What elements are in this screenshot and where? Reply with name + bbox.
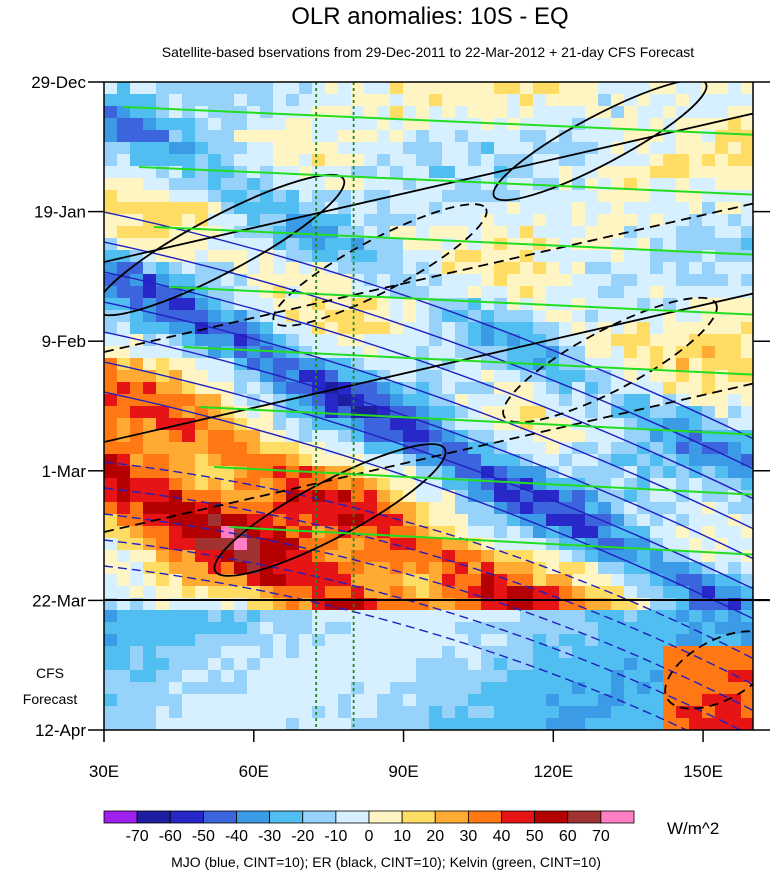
chart-subtitle: Satellite-based bservations from 29-Dec-… (162, 44, 694, 60)
colorbar-label: 50 (526, 828, 544, 845)
plot-area (103, 81, 770, 731)
reference-lines (315, 82, 355, 730)
y-tick-label: 29-Dec (31, 73, 86, 92)
colorbar-label: 70 (592, 828, 610, 845)
x-tick-label: 60E (239, 762, 269, 781)
colorbar-swatch (302, 810, 337, 824)
x-tick-label: 120E (533, 762, 573, 781)
colorbar-label: 0 (365, 828, 374, 845)
colorbar-label: -20 (291, 828, 314, 845)
colorbar-label: -40 (225, 828, 248, 845)
wave-contours (104, 82, 753, 730)
colorbar-swatch (169, 810, 204, 824)
colorbar-swatch (202, 810, 237, 824)
colorbar-label: 40 (493, 828, 511, 845)
colorbar-label: -70 (126, 828, 149, 845)
colorbar: -70 -60 -50 -40 -30 -20 -10 0 10 20 30 40 50 60 70 (103, 810, 635, 845)
colorbar-swatch (103, 810, 138, 824)
x-axis: 30E 60E 90E 120E 150E (89, 730, 723, 781)
plot-frame (103, 81, 754, 731)
colorbar-label: 10 (393, 828, 411, 845)
colorbar-swatch (335, 810, 370, 824)
x-tick-label: 30E (89, 762, 119, 781)
colorbar-label: -10 (324, 828, 347, 845)
colorbar-swatch (236, 810, 271, 824)
colorbar-swatch (534, 810, 569, 824)
colorbar-swatch (401, 810, 436, 824)
colorbar-swatch (368, 810, 403, 824)
forecast-label-line2: Forecast (23, 691, 78, 707)
colorbar-label: -30 (258, 828, 281, 845)
colorbar-swatch (434, 810, 469, 824)
y-axis: 29-Dec 19-Jan 9-Feb 1-Mar 22-Mar 12-Apr (31, 73, 770, 740)
colorbar-swatch (501, 810, 536, 824)
olr-anomaly-field (104, 82, 753, 730)
colorbar-label: -60 (159, 828, 182, 845)
colorbar-label: 60 (559, 828, 577, 845)
colorbar-swatch (136, 810, 171, 824)
colorbar-label: 20 (426, 828, 444, 845)
colorbar-label: 30 (459, 828, 477, 845)
x-tick-label: 150E (683, 762, 723, 781)
colorbar-unit: W/m^2 (667, 819, 719, 838)
y-tick-label: 12-Apr (35, 721, 86, 740)
colorbar-swatch (567, 810, 602, 824)
y-tick-label: 22-Mar (32, 591, 86, 610)
colorbar-swatch (600, 810, 635, 824)
y-tick-label: 1-Mar (42, 462, 87, 481)
y-tick-label: 9-Feb (42, 332, 86, 351)
colorbar-swatch (269, 810, 304, 824)
y-tick-label: 19-Jan (34, 203, 86, 222)
forecast-label-line1: CFS (36, 665, 64, 681)
footer-note: MJO (blue, CINT=10); ER (black, CINT=10)… (171, 854, 601, 870)
colorbar-swatch (467, 810, 502, 824)
x-tick-label: 90E (388, 762, 418, 781)
colorbar-label: -50 (192, 828, 215, 845)
chart-title: OLR anomalies: 10S - EQ (291, 3, 568, 30)
